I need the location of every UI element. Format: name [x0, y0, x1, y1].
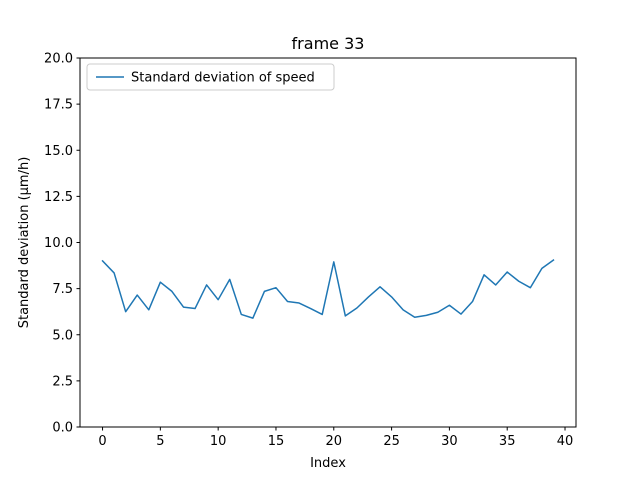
legend: Standard deviation of speed: [87, 64, 334, 90]
x-tick-label: 15: [268, 434, 285, 449]
y-tick-label: 2.5: [52, 374, 73, 389]
x-tick-label: 30: [441, 434, 458, 449]
chart-title: frame 33: [292, 34, 365, 53]
y-tick-label: 15.0: [44, 144, 73, 159]
x-tick-label: 20: [326, 434, 343, 449]
legend-series-label: Standard deviation of speed: [131, 71, 315, 86]
y-axis-label: Standard deviation (μm/h): [17, 157, 32, 329]
y-tick-label: 12.5: [44, 190, 73, 205]
y-tick-label: 7.5: [52, 282, 73, 297]
y-tick-label: 5.0: [52, 328, 73, 343]
y-tick-label: 10.0: [44, 236, 73, 251]
y-tick-label: 0.0: [52, 421, 73, 436]
x-tick-label: 0: [98, 434, 106, 449]
x-tick-label: 40: [557, 434, 574, 449]
x-tick-label: 5: [156, 434, 164, 449]
x-axis-label: Index: [310, 456, 346, 471]
y-tick-label: 20.0: [44, 52, 73, 67]
x-tick-label: 10: [210, 434, 227, 449]
y-tick-label: 17.5: [44, 98, 73, 113]
x-tick-label: 25: [383, 434, 400, 449]
x-tick-label: 35: [499, 434, 516, 449]
